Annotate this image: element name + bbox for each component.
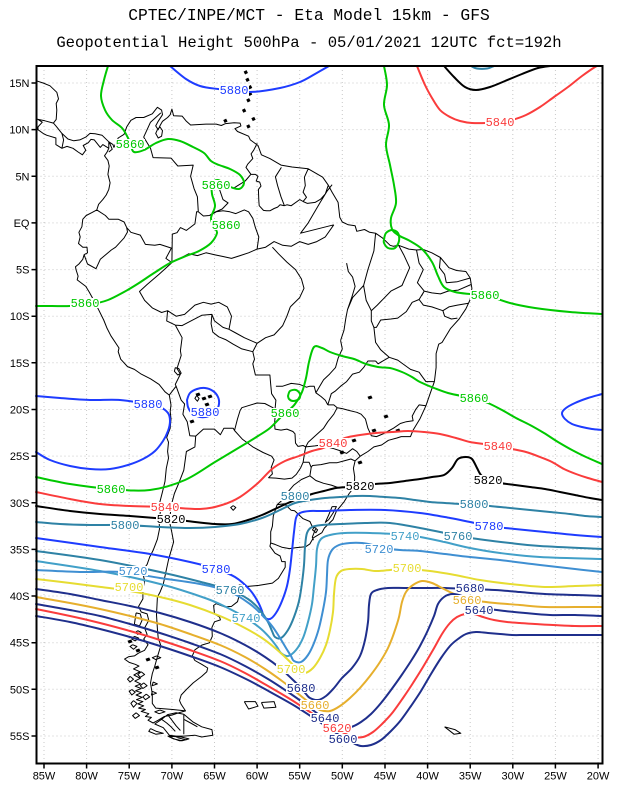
svg-text:5760: 5760 — [444, 530, 473, 544]
svg-text:5700: 5700 — [393, 562, 422, 576]
svg-text:5780: 5780 — [475, 520, 504, 534]
svg-text:5680: 5680 — [456, 582, 485, 596]
svg-text:5660: 5660 — [301, 699, 330, 713]
svg-text:35W: 35W — [459, 771, 482, 783]
svg-text:5880: 5880 — [220, 84, 249, 98]
svg-text:5640: 5640 — [311, 712, 340, 726]
svg-text:5620: 5620 — [323, 722, 352, 736]
svg-text:50W: 50W — [331, 771, 354, 783]
svg-text:5860: 5860 — [116, 138, 145, 152]
svg-text:5880: 5880 — [191, 406, 220, 420]
svg-text:10N: 10N — [9, 125, 29, 137]
svg-text:70W: 70W — [161, 771, 184, 783]
svg-text:5S: 5S — [16, 265, 29, 277]
svg-text:5740: 5740 — [232, 612, 261, 626]
svg-text:5800: 5800 — [111, 519, 140, 533]
svg-text:45W: 45W — [374, 771, 397, 783]
svg-text:CPTEC/INPE/MCT - Eta Model 15: CPTEC/INPE/MCT - Eta Model 15km - GFS — [128, 6, 490, 25]
svg-text:5880: 5880 — [134, 398, 163, 412]
svg-text:5860: 5860 — [71, 297, 100, 311]
svg-text:30S: 30S — [10, 498, 30, 510]
svg-text:45S: 45S — [10, 638, 30, 650]
svg-text:EQ: EQ — [14, 218, 30, 230]
svg-text:5720: 5720 — [119, 565, 148, 579]
svg-text:85W: 85W — [33, 771, 56, 783]
svg-text:5600: 5600 — [329, 733, 358, 747]
svg-text:20W: 20W — [587, 771, 610, 783]
svg-text:5720: 5720 — [365, 543, 394, 557]
svg-text:40W: 40W — [416, 771, 439, 783]
svg-text:20S: 20S — [10, 405, 30, 417]
svg-text:55W: 55W — [288, 771, 311, 783]
svg-text:65W: 65W — [203, 771, 226, 783]
svg-text:5680: 5680 — [287, 682, 316, 696]
svg-text:5860: 5860 — [212, 219, 241, 233]
svg-text:5860: 5860 — [471, 289, 500, 303]
svg-text:5820: 5820 — [474, 474, 503, 488]
svg-text:Geopotential Height 500hPa - 0: Geopotential Height 500hPa - 05/01/2021 … — [56, 34, 561, 52]
svg-text:5840: 5840 — [319, 437, 348, 451]
svg-text:35S: 35S — [10, 544, 30, 556]
svg-text:25W: 25W — [544, 771, 567, 783]
svg-text:5800: 5800 — [281, 490, 310, 504]
svg-text:5700: 5700 — [277, 663, 306, 677]
svg-text:5860: 5860 — [271, 407, 300, 421]
svg-text:80W: 80W — [75, 771, 98, 783]
svg-text:5760: 5760 — [216, 584, 245, 598]
svg-text:5820: 5820 — [157, 513, 186, 527]
svg-text:5840: 5840 — [486, 116, 515, 130]
svg-text:40S: 40S — [10, 591, 30, 603]
svg-text:50S: 50S — [10, 684, 30, 696]
svg-text:5860: 5860 — [460, 392, 489, 406]
svg-text:5N: 5N — [15, 171, 29, 183]
svg-text:10S: 10S — [10, 311, 30, 323]
svg-text:5780: 5780 — [202, 563, 231, 577]
svg-text:30W: 30W — [501, 771, 524, 783]
svg-text:5700: 5700 — [115, 581, 144, 595]
svg-text:5860: 5860 — [202, 179, 231, 193]
svg-text:25S: 25S — [10, 451, 30, 463]
svg-text:5840: 5840 — [151, 501, 180, 515]
svg-text:5800: 5800 — [460, 498, 489, 512]
svg-text:15N: 15N — [9, 78, 29, 90]
svg-text:5740: 5740 — [391, 530, 420, 544]
svg-text:60W: 60W — [246, 771, 269, 783]
svg-text:15S: 15S — [10, 358, 30, 370]
svg-text:5640: 5640 — [465, 604, 494, 618]
svg-text:75W: 75W — [118, 771, 141, 783]
svg-text:5840: 5840 — [484, 440, 513, 454]
svg-text:5820: 5820 — [346, 480, 375, 494]
svg-text:5660: 5660 — [453, 594, 482, 608]
svg-text:5860: 5860 — [97, 483, 126, 497]
svg-text:55S: 55S — [10, 731, 30, 743]
